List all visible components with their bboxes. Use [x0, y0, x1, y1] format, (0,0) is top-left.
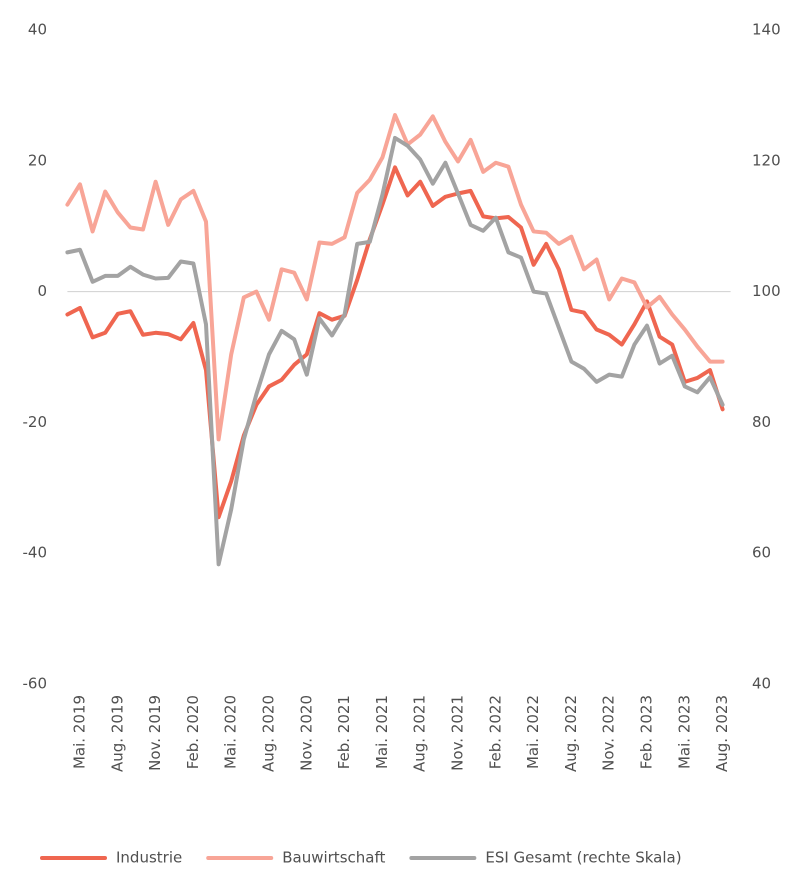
x-tick-label: Aug. 2023 [713, 695, 731, 772]
x-tick-label: Feb. 2021 [335, 695, 353, 769]
legend-label: Bauwirtschaft [282, 849, 385, 867]
y2-tick-label: 40 [752, 675, 771, 693]
x-tick-label: Aug. 2020 [260, 695, 278, 772]
series-line [65, 113, 725, 442]
x-tick-label: Nov. 2022 [600, 695, 618, 771]
x-tick-label: Mai. 2020 [222, 695, 240, 769]
y2-tick-label: 120 [752, 151, 781, 169]
y-tick-label: 20 [28, 151, 47, 169]
x-tick-label: Feb. 2022 [486, 695, 504, 769]
y2-tick-label: 100 [752, 282, 781, 300]
x-tick-label: Nov. 2021 [449, 695, 467, 771]
y-tick-label: -60 [23, 675, 48, 693]
y-tick-label: -40 [23, 544, 48, 562]
y-tick-label: -20 [23, 413, 48, 431]
y2-tick-label: 80 [752, 413, 771, 431]
x-tick-label: Nov. 2020 [297, 695, 315, 771]
x-tick-label: Aug. 2019 [108, 695, 126, 772]
x-tick-label: Nov. 2019 [146, 695, 164, 771]
x-tick-label: Mai. 2019 [71, 695, 89, 769]
x-tick-label: Feb. 2020 [184, 695, 202, 769]
x-tick-label: Mai. 2021 [373, 695, 391, 769]
y-tick-label: 40 [28, 21, 47, 39]
x-tick-label: Mai. 2023 [675, 695, 693, 769]
series-line [65, 135, 725, 567]
legend-label: Industrie [116, 849, 182, 867]
y-tick-label: 0 [37, 282, 47, 300]
series-line [65, 165, 725, 520]
x-tick-label: Aug. 2021 [411, 695, 429, 772]
y2-tick-label: 60 [752, 544, 771, 562]
legend-label: ESI Gesamt (rechte Skala) [485, 849, 681, 867]
x-tick-label: Feb. 2023 [638, 695, 656, 769]
y2-tick-label: 140 [752, 21, 781, 39]
x-tick-label: Mai. 2022 [524, 695, 542, 769]
x-tick-label: Aug. 2022 [562, 695, 580, 772]
